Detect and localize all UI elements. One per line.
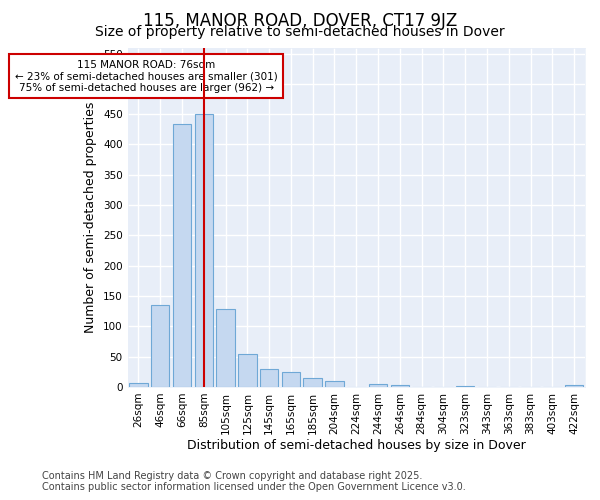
Bar (260, 369, 278, 387)
Bar (456, 386, 475, 387)
Bar (194, 114, 213, 387)
Bar (281, 372, 300, 387)
Bar (129, 382, 148, 387)
Bar (369, 384, 388, 387)
Bar (565, 385, 583, 387)
Bar (238, 354, 257, 387)
Text: Contains HM Land Registry data © Crown copyright and database right 2025.
Contai: Contains HM Land Registry data © Crown c… (42, 471, 466, 492)
Text: 115, MANOR ROAD, DOVER, CT17 9JZ: 115, MANOR ROAD, DOVER, CT17 9JZ (143, 12, 457, 30)
Bar (304, 378, 322, 387)
Bar (217, 310, 235, 387)
X-axis label: Distribution of semi-detached houses by size in Dover: Distribution of semi-detached houses by … (187, 440, 526, 452)
Y-axis label: Number of semi-detached properties: Number of semi-detached properties (85, 102, 97, 333)
Bar (173, 124, 191, 387)
Bar (391, 385, 409, 387)
Bar (151, 304, 169, 387)
Text: Size of property relative to semi-detached houses in Dover: Size of property relative to semi-detach… (95, 25, 505, 39)
Text: 115 MANOR ROAD: 76sqm
← 23% of semi-detached houses are smaller (301)
75% of sem: 115 MANOR ROAD: 76sqm ← 23% of semi-deta… (14, 60, 277, 93)
Bar (325, 381, 344, 387)
